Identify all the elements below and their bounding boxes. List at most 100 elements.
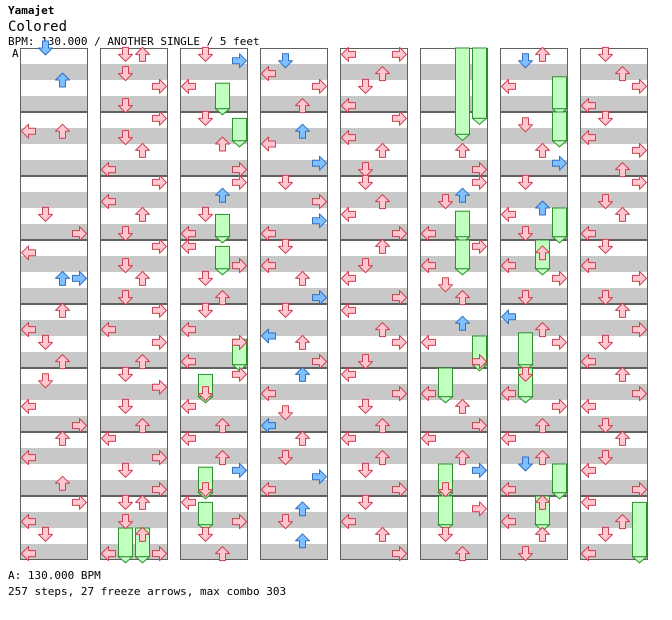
step-arrow-left [261, 418, 276, 434]
beat-band [20, 448, 88, 464]
beat-band [260, 352, 328, 368]
step-arrow-down [518, 546, 533, 562]
step-arrow-down [518, 456, 533, 472]
measure-box [20, 496, 88, 560]
step-arrow-up [55, 123, 70, 139]
step-arrow-down [598, 46, 613, 62]
step-arrow-down [358, 354, 373, 370]
chart-column [100, 48, 168, 560]
step-arrow-up [135, 206, 150, 222]
freeze-body [215, 245, 230, 270]
step-arrow-up [375, 526, 390, 542]
beat-band [580, 288, 648, 304]
step-arrow-down [118, 66, 133, 82]
step-arrow-down [118, 398, 133, 414]
measure-box [100, 112, 168, 176]
step-arrow-down [198, 206, 213, 222]
step-arrow-down [118, 98, 133, 114]
beat-band [420, 512, 488, 528]
beat-band [500, 128, 568, 144]
measure-box [580, 240, 648, 304]
freeze-body [438, 495, 453, 526]
chart-column [580, 48, 648, 560]
step-arrow-right [232, 514, 247, 530]
step-arrow-right [392, 290, 407, 306]
step-arrow-right [152, 174, 167, 190]
beat-band [580, 320, 648, 336]
step-arrow-left [101, 194, 116, 210]
step-arrow-left [501, 258, 516, 274]
freeze-body [632, 501, 647, 558]
beat-band [420, 288, 488, 304]
step-arrow-down [118, 494, 133, 510]
step-arrow-up [295, 533, 310, 549]
beat-band [420, 192, 488, 208]
freeze-arrow [214, 82, 231, 116]
step-arrow-right [152, 482, 167, 498]
beat-band [260, 512, 328, 528]
step-arrow-down [118, 258, 133, 274]
step-arrow-left [581, 398, 596, 414]
beat-band [500, 160, 568, 176]
measure-box [100, 176, 168, 240]
step-arrow-left [21, 123, 36, 139]
beat-band [340, 384, 408, 400]
beat-band [180, 128, 248, 144]
step-arrow-left [421, 226, 436, 242]
step-arrow-right [72, 494, 87, 510]
beat-band [420, 544, 488, 560]
measure-box [260, 368, 328, 432]
step-arrow-right [392, 386, 407, 402]
step-arrow-left [341, 302, 356, 318]
freeze-arrow [214, 213, 231, 244]
freeze-tail [551, 140, 568, 148]
freeze-tail [117, 556, 134, 564]
step-arrow-left [181, 322, 196, 338]
measure-box [340, 304, 408, 368]
freeze-arrow [117, 527, 134, 564]
beat-band [340, 448, 408, 464]
step-arrow-left [421, 430, 436, 446]
step-arrow-up [55, 430, 70, 446]
beat-band [20, 544, 88, 560]
measure-box [500, 496, 568, 560]
beat-band [260, 192, 328, 208]
step-arrow-up [615, 302, 630, 318]
beat-band [340, 480, 408, 496]
step-arrow-down [278, 514, 293, 530]
beat-band [580, 64, 648, 80]
freeze-tail [517, 396, 534, 404]
freeze-tail [551, 492, 568, 500]
step-arrow-down [38, 334, 53, 350]
step-arrow-up [295, 334, 310, 350]
step-arrow-right [312, 213, 327, 229]
measure-box [420, 48, 488, 112]
beat-band [340, 160, 408, 176]
measure-box [100, 368, 168, 432]
step-arrow-up [55, 475, 70, 491]
step-arrow-up [535, 142, 550, 158]
step-arrow-right [232, 334, 247, 350]
measure-box [260, 304, 328, 368]
step-arrow-up [215, 418, 230, 434]
step-arrow-left [501, 482, 516, 498]
step-arrow-right [392, 482, 407, 498]
step-arrow-right [72, 418, 87, 434]
beat-band [180, 288, 248, 304]
step-arrow-up [55, 302, 70, 318]
beat-band [100, 512, 168, 528]
step-arrow-down [118, 462, 133, 478]
freeze-tail [214, 268, 231, 276]
step-arrow-right [472, 418, 487, 434]
beat-band [340, 416, 408, 432]
step-arrow-left [101, 546, 116, 562]
step-arrow-right [152, 238, 167, 254]
step-arrow-down [358, 78, 373, 94]
beat-band [100, 128, 168, 144]
step-arrow-left [581, 546, 596, 562]
measure-box [580, 432, 648, 496]
step-arrow-right [152, 78, 167, 94]
step-arrow-left [581, 98, 596, 114]
step-arrow-up [295, 430, 310, 446]
step-arrow-right [472, 174, 487, 190]
